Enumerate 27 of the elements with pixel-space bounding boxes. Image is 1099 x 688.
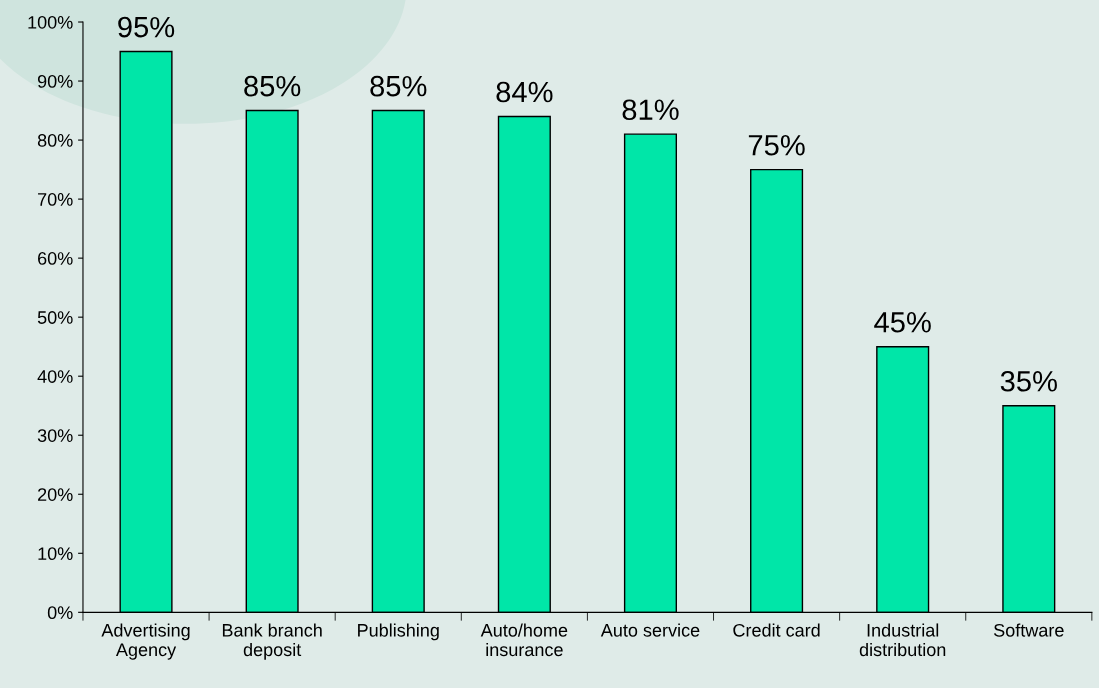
x-tick-label: Software — [994, 623, 1064, 637]
data-label: 45% — [874, 312, 931, 333]
data-label: 85% — [370, 75, 427, 97]
y-tick-label: 30% — [37, 429, 73, 442]
y-tick-label: 60% — [38, 252, 73, 265]
y-tick-label: 80% — [37, 134, 73, 147]
data-label: 84% — [496, 81, 553, 103]
y-tick-label: 10% — [38, 547, 73, 561]
y-tick-label: 0% — [47, 606, 73, 620]
y-tick-label: 50% — [37, 311, 73, 324]
y-tick-label: 70% — [38, 193, 73, 206]
y-tick-label: 20% — [38, 488, 73, 501]
y-tick-label: 100% — [28, 15, 73, 29]
x-tick-label: Auto service — [600, 623, 700, 637]
x-tick-label: Auto/home insurance — [480, 623, 568, 657]
data-label: 35% — [1000, 370, 1057, 392]
x-tick-label: Advertising Agency — [101, 623, 190, 660]
x-tick-label: Industrial distribution — [859, 623, 946, 657]
x-tick-label: Bank branch deposit — [222, 623, 322, 660]
y-tick-label: 40% — [37, 370, 73, 383]
data-label: 85% — [244, 75, 301, 97]
data-label: 81% — [622, 99, 679, 121]
data-label: 95% — [118, 16, 175, 38]
x-tick-label: Credit card — [733, 623, 820, 637]
y-tick-label: 90% — [37, 74, 73, 88]
x-tick-label: Publishing — [358, 623, 439, 641]
data-label: 75% — [748, 134, 805, 156]
